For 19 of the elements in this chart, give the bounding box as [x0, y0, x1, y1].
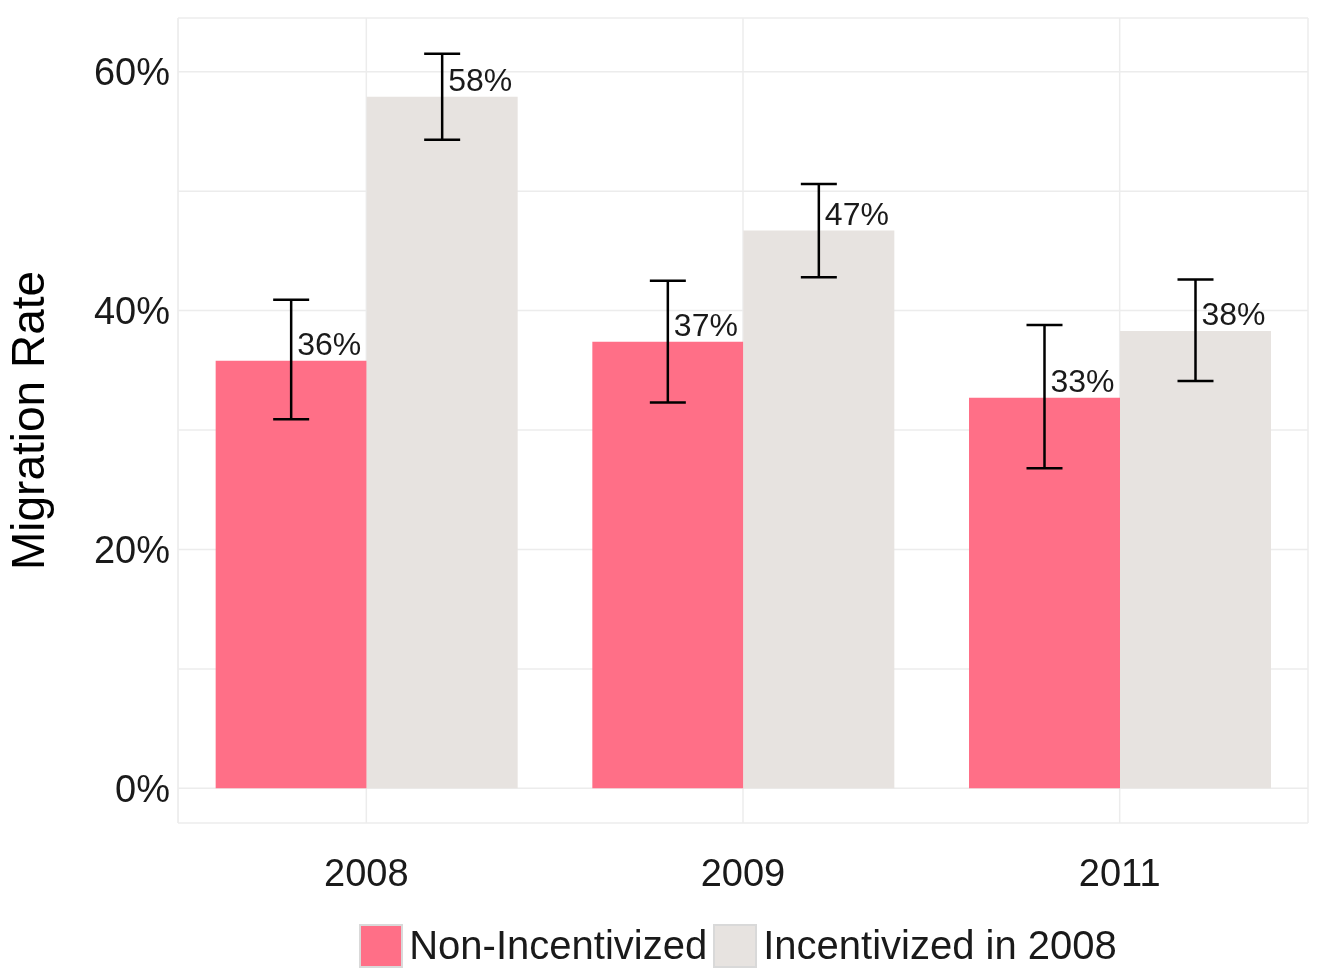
y-tick-label: 40%	[93, 290, 170, 333]
y-tick-label: 20%	[93, 528, 170, 571]
data-label: 58%	[448, 61, 513, 98]
bar	[215, 360, 367, 789]
y-tick-label: 60%	[93, 51, 170, 94]
data-label: 33%	[1050, 362, 1115, 399]
y-axis-title: Migration Rate	[2, 270, 55, 571]
data-label: 37%	[673, 306, 738, 343]
data-label: 36%	[297, 325, 362, 362]
x-tick-label: 2008	[324, 851, 409, 894]
data-label: 47%	[824, 195, 889, 232]
x-tick-label: 2009	[700, 851, 786, 894]
bar	[969, 397, 1120, 789]
legend-label: Non-Incentivized	[409, 923, 708, 968]
y-tick-label: 0%	[115, 767, 170, 810]
legend-label: Incentivized in 2008	[763, 923, 1117, 968]
data-label: 38%	[1201, 295, 1266, 332]
x-tick-label: 2011	[1078, 851, 1161, 894]
bar	[592, 341, 744, 789]
